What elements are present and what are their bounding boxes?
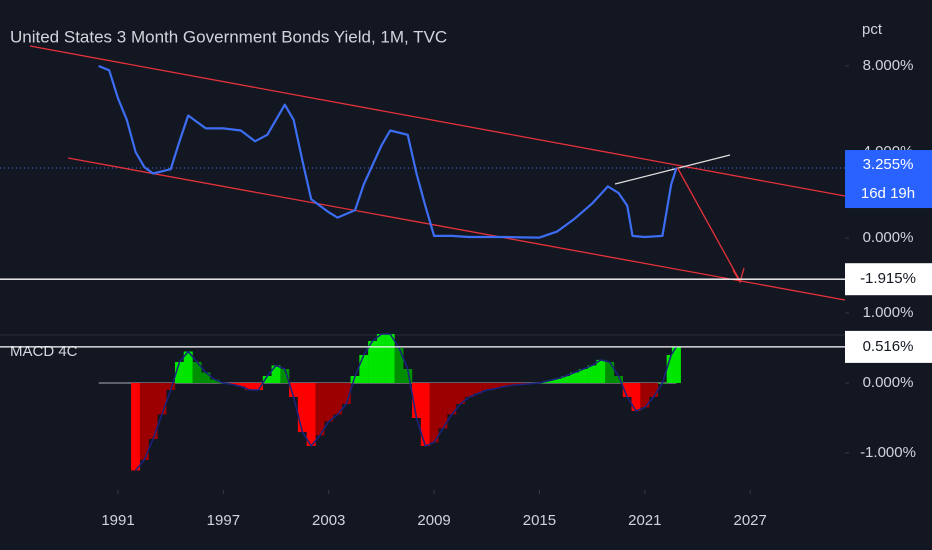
x-tick-label: 1997 [207, 512, 240, 529]
level-label: -1.915% [860, 270, 916, 287]
indicator-name: MACD 4C [10, 343, 78, 360]
axis-label: pct [862, 21, 883, 38]
macd-line [135, 333, 678, 471]
macd-bar [131, 382, 141, 471]
macd-bar [666, 355, 676, 383]
macd-bar [464, 382, 474, 397]
macd-level-box [845, 330, 932, 363]
arrow-line [676, 166, 741, 282]
level-box [845, 263, 932, 296]
countdown-label: 16d 19h [861, 185, 915, 202]
macd-bar [412, 382, 422, 418]
macd-bar [253, 382, 263, 390]
macd-bar [245, 382, 255, 390]
channel-lower [67, 157, 846, 301]
macd-bar [315, 382, 325, 436]
macd-bar [183, 351, 193, 383]
macd-bar [455, 382, 465, 404]
macd-bar [385, 334, 395, 383]
macd-bar [649, 382, 659, 397]
x-tick-label: 2027 [733, 512, 766, 529]
macd-bar [420, 382, 430, 446]
x-tick-label: 2015 [523, 512, 556, 529]
x-tick-label: 2009 [417, 512, 450, 529]
macd-bar [341, 382, 351, 404]
macd-bar [333, 382, 343, 415]
macd-bar [596, 359, 606, 383]
macd-level-label: 0.516% [863, 338, 914, 355]
macd-bar [192, 361, 202, 383]
macd-bar [543, 380, 553, 383]
y-tick-label: -1.000% [860, 444, 916, 461]
last-value-label: 3.255% [863, 156, 914, 173]
macd-bar [210, 379, 220, 383]
macd-bar [359, 355, 369, 383]
macd-bar [289, 382, 299, 397]
macd-bar [473, 382, 483, 394]
macd-bar [201, 372, 211, 383]
arrow-head [732, 267, 745, 284]
macd-bar [139, 382, 149, 460]
macd-bar [482, 382, 492, 390]
macd-bar [587, 365, 597, 383]
macd-bar [350, 375, 360, 383]
y-tick-label: 0.000% [863, 229, 914, 246]
macd-bar [306, 382, 316, 446]
macd-bar [236, 382, 246, 387]
macd-bar [174, 361, 184, 383]
macd-bar [552, 378, 562, 383]
macd-bar [166, 382, 176, 390]
macd-bar [631, 382, 641, 411]
macd-bar [640, 382, 650, 408]
x-tick-label: 2021 [628, 512, 661, 529]
y-tick-label: 8.000% [863, 57, 914, 74]
y-tick-label: 1.000% [863, 304, 914, 321]
chart-title: United States 3 Month Government Bonds Y… [10, 27, 447, 46]
x-tick-label: 2003 [312, 512, 345, 529]
channel-upper [29, 45, 846, 197]
macd-bar [297, 382, 307, 432]
x-tick-label: 1991 [101, 512, 134, 529]
last-value-box [845, 150, 932, 209]
macd-bar [605, 361, 615, 383]
macd-bar [368, 341, 378, 383]
macd-bar [324, 382, 334, 422]
macd-bar [447, 382, 457, 415]
macd-bar [508, 382, 518, 386]
macd-bar [622, 382, 632, 397]
y-tick-label: 0.000% [863, 374, 914, 391]
macd-bar [403, 368, 413, 383]
macd-bar [499, 382, 509, 387]
macd-bar [613, 375, 623, 383]
macd-bar [491, 382, 501, 389]
macd-bar [271, 365, 281, 383]
macd-bar [429, 382, 439, 443]
macd-bar [262, 375, 272, 383]
macd-bar [376, 334, 386, 383]
macd-bar [561, 375, 571, 383]
macd-bar [671, 346, 681, 383]
macd-bar [148, 382, 158, 439]
macd-bar [570, 372, 580, 383]
macd-bar [157, 382, 167, 415]
macd-bar [438, 382, 448, 429]
macd-bar [578, 368, 588, 383]
trend-line [614, 154, 731, 185]
yield-line [98, 64, 678, 239]
macd-bar [280, 368, 290, 383]
macd-bar [394, 348, 404, 383]
